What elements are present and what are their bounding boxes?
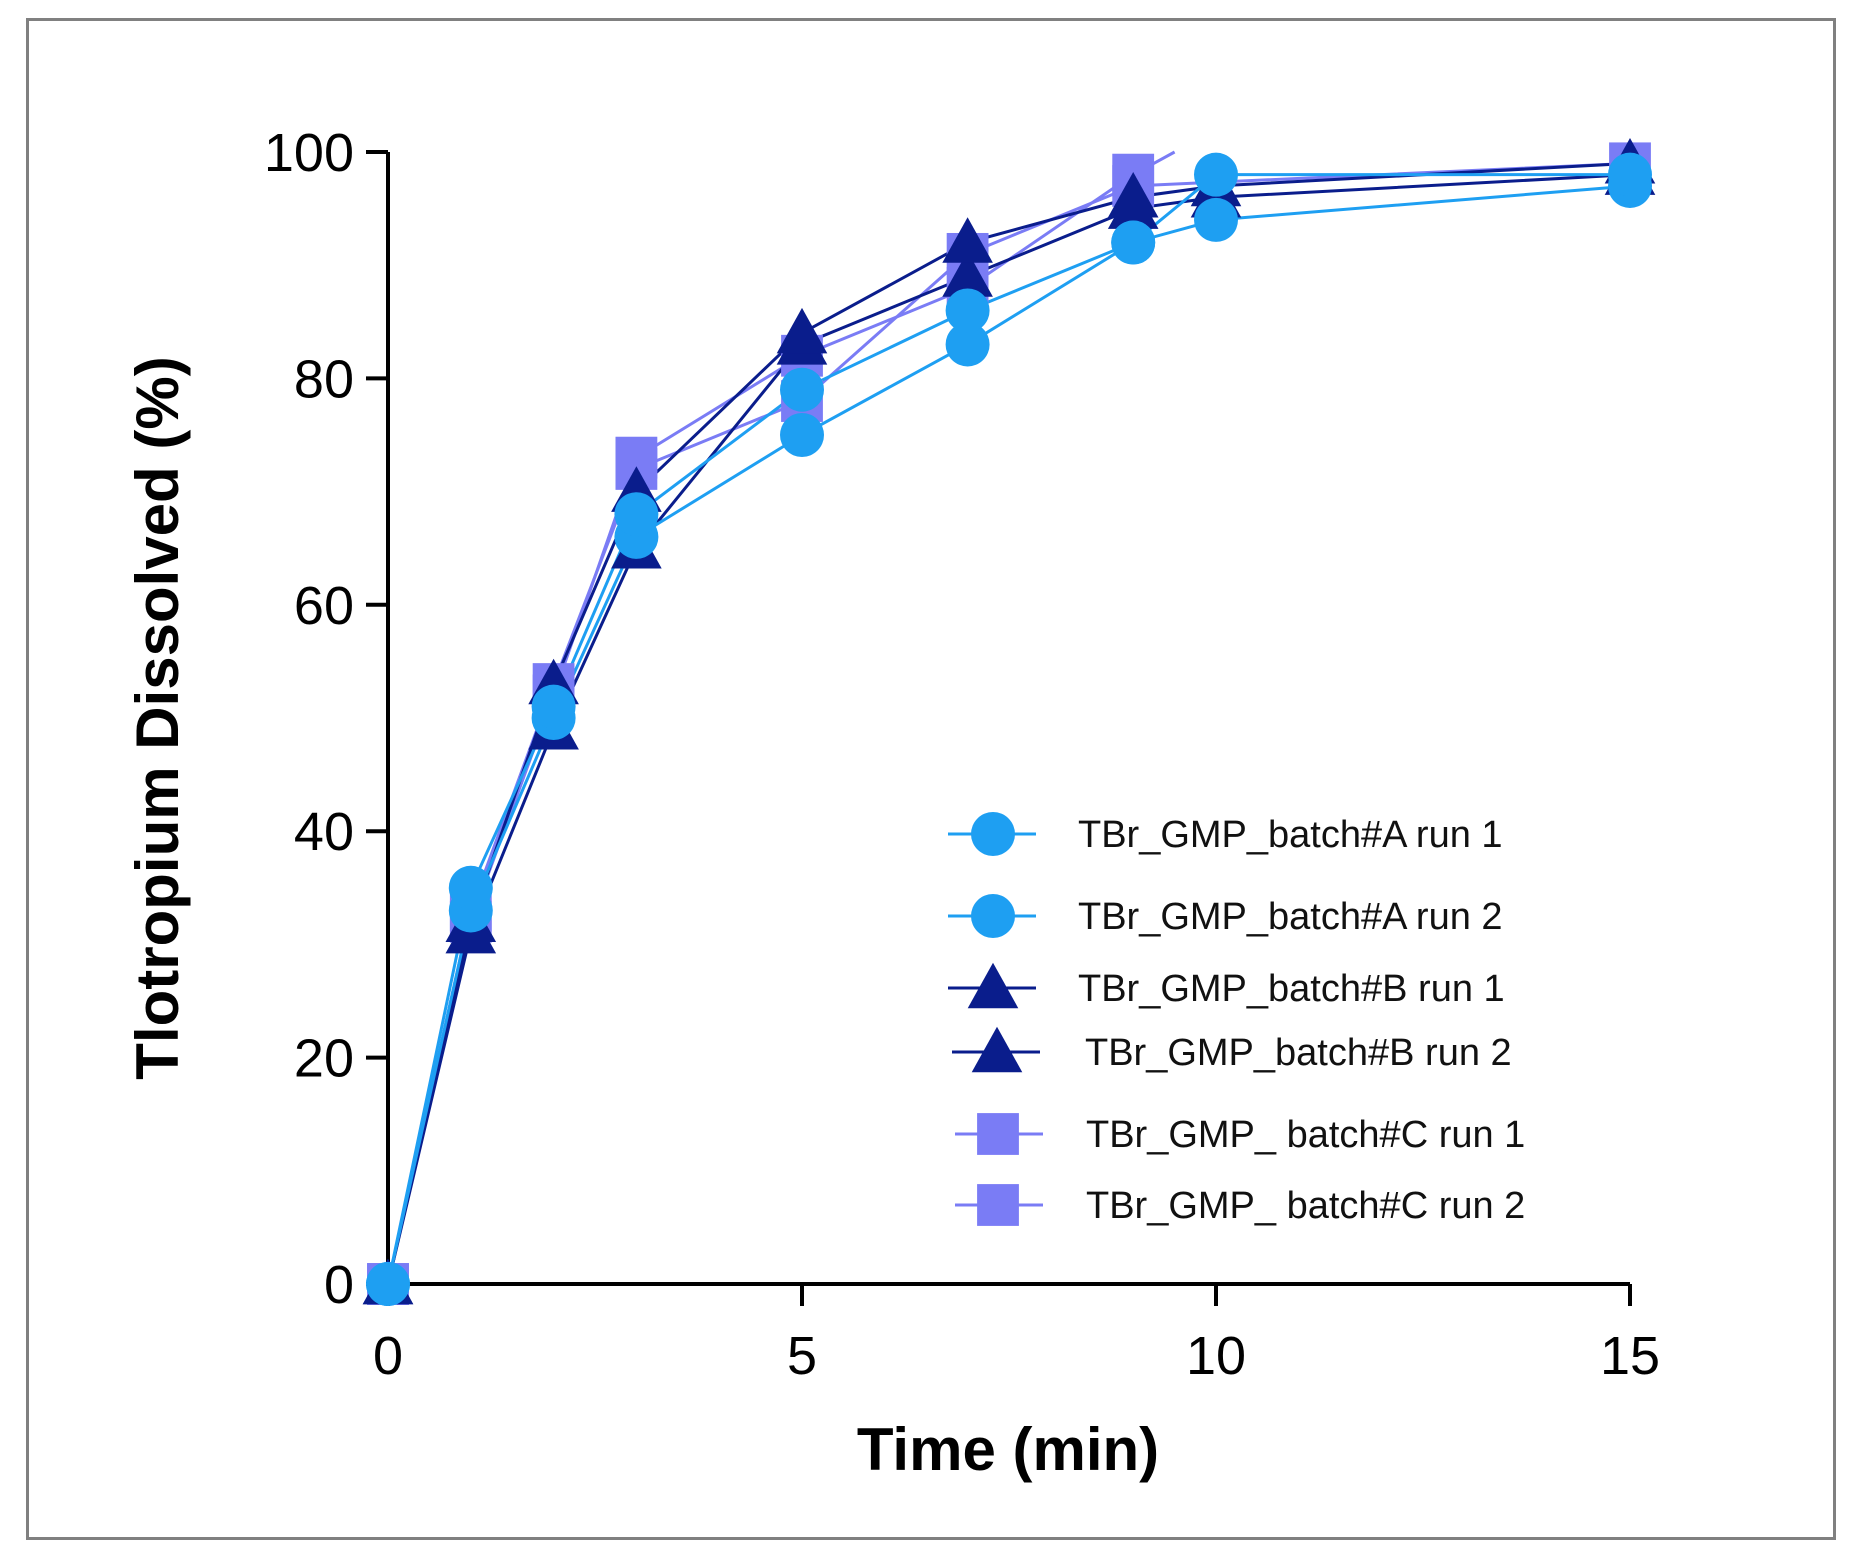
data-point bbox=[531, 684, 576, 729]
legend-label: TBr_GMP_batch#B run 1 bbox=[1078, 968, 1505, 1010]
series-markers bbox=[362, 138, 1656, 1306]
data-point bbox=[448, 865, 493, 910]
data-point bbox=[1194, 197, 1238, 242]
data-point bbox=[780, 367, 824, 412]
x-tick-label: 0 bbox=[373, 1326, 403, 1386]
y-tick-label: 100 bbox=[264, 123, 354, 183]
legend-marker bbox=[971, 894, 1015, 938]
y-tick-label: 0 bbox=[324, 1255, 354, 1315]
x-axis-title: Time (min) bbox=[857, 1416, 1159, 1483]
series-line-5 bbox=[386, 150, 1176, 1285]
legend: TBr_GMP_batch#A run 1 TBr_GMP_batch#A run… bbox=[948, 812, 1525, 1227]
data-point bbox=[942, 217, 993, 263]
ticks: 0 5 10 15 0 20 40 60 80 100 bbox=[264, 123, 1660, 1386]
x-tick-label: 15 bbox=[1600, 1326, 1660, 1386]
data-point bbox=[1194, 152, 1238, 197]
legend-marker bbox=[971, 1026, 1023, 1073]
data-point bbox=[942, 251, 993, 297]
y-tick-label: 80 bbox=[294, 349, 354, 409]
data-point bbox=[366, 1262, 410, 1306]
data-point bbox=[1111, 220, 1156, 265]
axes bbox=[386, 152, 1630, 1286]
legend-label: TBr_GMP_ batch#C run 2 bbox=[1086, 1185, 1525, 1227]
data-point bbox=[780, 413, 824, 457]
legend-label: TBr_GMP_batch#A run 2 bbox=[1078, 896, 1503, 938]
legend-label: TBr_GMP_batch#A run 1 bbox=[1078, 814, 1503, 856]
data-point bbox=[945, 322, 990, 367]
y-axis-title: Tlotropium Dissolved (%) bbox=[124, 356, 191, 1079]
x-tick-label: 10 bbox=[1186, 1326, 1246, 1386]
legend-label: TBr_GMP_batch#B run 2 bbox=[1085, 1032, 1512, 1074]
data-point bbox=[614, 492, 659, 537]
y-tick-label: 20 bbox=[294, 1029, 354, 1089]
y-tick-label: 60 bbox=[294, 576, 354, 636]
legend-marker bbox=[971, 812, 1015, 856]
data-point bbox=[776, 307, 828, 354]
x-tick-label: 5 bbox=[787, 1326, 817, 1386]
legend-marker bbox=[967, 962, 1019, 1009]
legend-marker bbox=[977, 1184, 1019, 1226]
legend-marker bbox=[977, 1113, 1019, 1155]
data-point bbox=[1107, 171, 1159, 218]
data-point bbox=[945, 288, 990, 333]
legend-label: TBr_GMP_ batch#C run 1 bbox=[1086, 1114, 1525, 1156]
data-point bbox=[1608, 152, 1652, 197]
y-tick-label: 40 bbox=[294, 802, 354, 862]
figure-frame bbox=[26, 18, 1836, 1540]
